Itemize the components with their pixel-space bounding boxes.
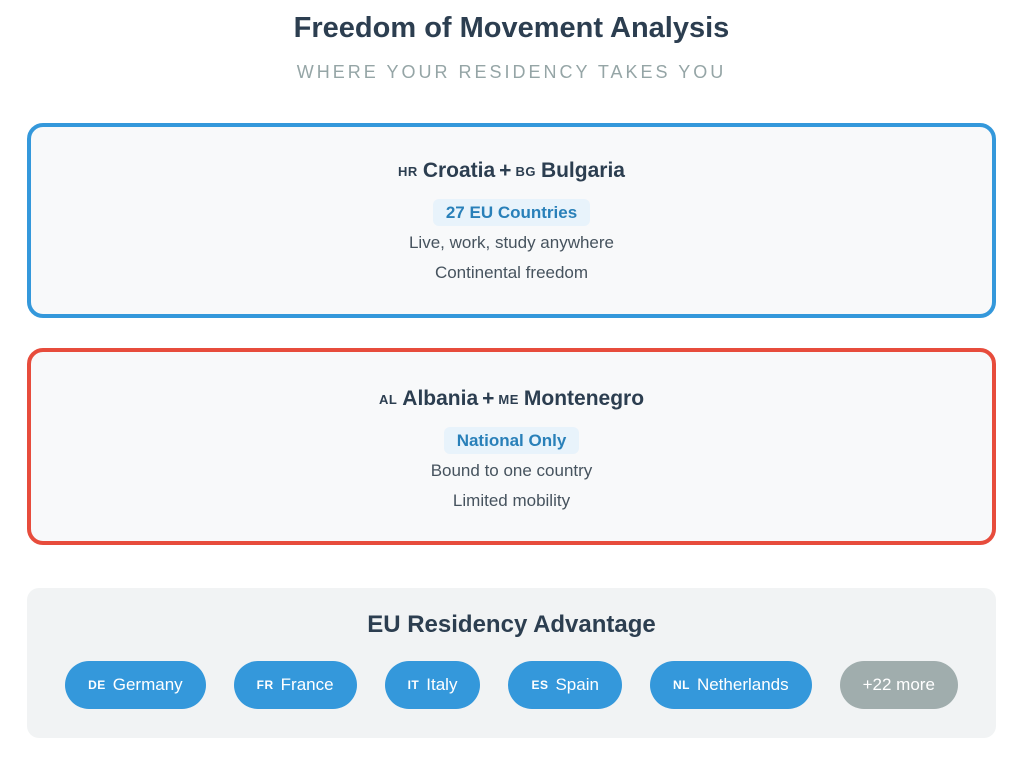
eu-countries-badge: 27 EU Countries <box>432 199 591 226</box>
plus-joiner: + <box>499 159 512 182</box>
country-code: DE <box>88 678 106 692</box>
country-pill-france: FR France <box>233 661 357 709</box>
country-label: Italy <box>426 675 458 694</box>
card-national-line-1: Bound to one country <box>430 461 593 480</box>
country-code: AL <box>378 392 398 407</box>
country-name: Montenegro <box>523 387 645 410</box>
country-name: Croatia <box>422 159 496 182</box>
eu-advantage-panel: EU Residency Advantage DE Germany FR France… <box>27 588 996 738</box>
card-eu-line-1: Live, work, study anywhere <box>408 233 615 252</box>
card-national-only: AL Albania + ME Montenegro National Only Bou… <box>27 348 996 545</box>
card-eu-line-2: Continental freedom <box>434 263 589 282</box>
country-code: BG <box>515 164 536 179</box>
country-label: Germany <box>112 675 183 694</box>
country-pill-spain: ES Spain <box>508 661 622 709</box>
country-code: HR <box>398 164 418 179</box>
more-countries-pill[interactable]: +22 more <box>839 661 958 709</box>
country-name: Bulgaria <box>540 159 625 182</box>
card-national-heading: AL Albania + ME Montenegro <box>31 386 992 412</box>
country-code: IT <box>407 678 420 692</box>
card-eu-freedom: HR Croatia + BG Bulgaria 27 EU Countries Liv… <box>27 123 996 318</box>
eu-advantage-title: EU Residency Advantage <box>367 611 656 638</box>
national-only-badge: National Only <box>443 427 580 454</box>
country-code: ME <box>498 392 519 407</box>
country-pill-row: DE Germany FR France IT Italy ES Spain NL Netherl… <box>27 661 996 709</box>
page-subtitle: WHERE YOUR RESIDENCY TAKES YOU <box>296 62 727 82</box>
page-title: Freedom of Movement Analysis <box>293 12 730 44</box>
country-pill-germany: DE Germany <box>65 661 206 709</box>
country-label: Spain <box>555 675 599 694</box>
country-label: +22 more <box>862 675 935 694</box>
country-code: FR <box>256 678 274 692</box>
country-pill-netherlands: NL Netherlands <box>649 661 812 709</box>
card-eu-heading: HR Croatia + BG Bulgaria <box>31 158 992 184</box>
card-national-line-2: Limited mobility <box>452 491 571 510</box>
country-code: ES <box>531 678 549 692</box>
country-pill-italy: IT Italy <box>384 661 481 709</box>
country-label: France <box>280 675 334 694</box>
country-label: Netherlands <box>696 675 789 694</box>
country-code: NL <box>672 678 690 692</box>
plus-joiner: + <box>482 387 495 410</box>
country-name: Albania <box>402 387 479 410</box>
